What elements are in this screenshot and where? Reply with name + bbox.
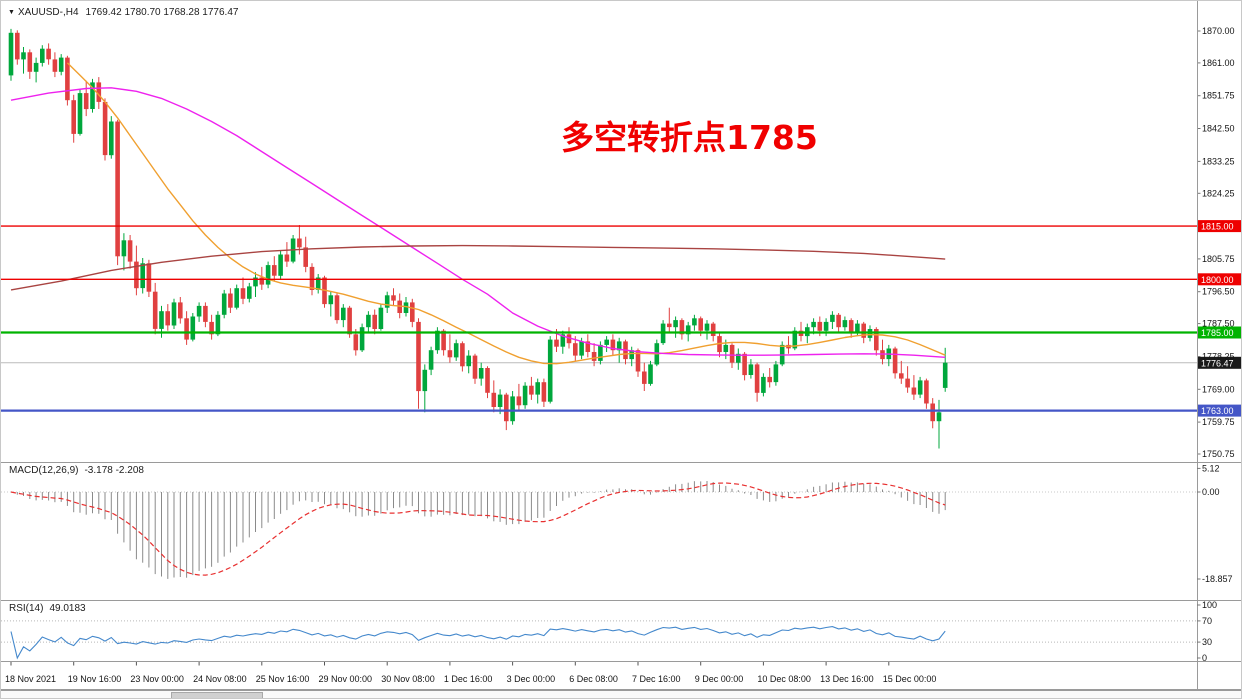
svg-text:13 Dec 16:00: 13 Dec 16:00 [820,674,874,684]
svg-text:1824.25: 1824.25 [1202,188,1235,198]
svg-text:1833.25: 1833.25 [1202,156,1235,166]
price-badge-text: 1800.00 [1201,275,1234,285]
svg-text:1778.25: 1778.25 [1202,352,1235,362]
svg-text:1842.50: 1842.50 [1202,124,1235,134]
collapse-triangle-icon[interactable]: ▼ [8,9,15,16]
price-badge-text: 1776.47 [1201,358,1234,368]
svg-text:6 Dec 08:00: 6 Dec 08:00 [569,674,618,684]
chart-symbol-timeframe: XAUUSD-,H4 [17,7,79,18]
svg-text:19 Nov 16:00: 19 Nov 16:00 [68,674,122,684]
price-badge-1785.00 [1198,326,1241,339]
macd-signal-line [10,482,946,576]
svg-text:70: 70 [1202,616,1212,626]
macd-values: -3.178 -2.208 [84,465,144,476]
svg-text:1861.00: 1861.00 [1202,58,1235,68]
price-axis[interactable]: 1870.00 1861.00 1851.75 1842.50 1833.25 1824.… [1197,26,1235,459]
rsi-line [10,626,946,660]
price-badge-1800.00 [1198,273,1241,286]
svg-text:1 Dec 16:00: 1 Dec 16:00 [444,674,493,684]
svg-text:1796.50: 1796.50 [1202,287,1235,297]
svg-text:1750.75: 1750.75 [1202,449,1235,459]
macd-indicator-label: MACD(12,26,9) -3.178 -2.208 [9,465,150,476]
rsi-indicator-label: RSI(14) 49.0183 [9,603,92,614]
svg-text:1769.00: 1769.00 [1202,384,1235,394]
svg-text:1787.50: 1787.50 [1202,319,1235,329]
svg-text:25 Nov 16:00: 25 Nov 16:00 [256,674,310,684]
svg-text:100: 100 [1202,600,1217,610]
svg-text:1759.75: 1759.75 [1202,417,1235,427]
svg-text:30 Nov 08:00: 30 Nov 08:00 [381,674,435,684]
svg-text:1805.75: 1805.75 [1202,254,1235,264]
svg-text:15 Dec 00:00: 15 Dec 00:00 [883,674,937,684]
ma-line-slow-darkred [10,244,946,291]
svg-text:29 Nov 00:00: 29 Nov 00:00 [319,674,373,684]
svg-text:1870.00: 1870.00 [1202,26,1235,36]
chart-ohlc-values: 1769.42 1780.70 1768.28 1776.47 [85,7,239,18]
svg-text:5.12: 5.12 [1202,463,1220,473]
chart-title: ▼ XAUUSD-,H4 1769.42 1780.70 1768.28 1776.… [8,7,245,18]
price-badge-1776.47 [1198,356,1241,369]
macd-histogram [16,481,946,579]
chart-annotation: 多空转折点1785 [561,118,818,157]
svg-text:30: 30 [1202,637,1212,647]
rsi-value: 49.0183 [49,603,86,614]
price-badge-1815.00 [1198,220,1241,233]
svg-text:1851.75: 1851.75 [1202,91,1235,101]
price-badge-text: 1815.00 [1201,222,1234,232]
svg-text:0.00: 0.00 [1202,487,1220,497]
candlestick-series[interactable] [8,28,948,449]
svg-text:3 Dec 00:00: 3 Dec 00:00 [507,674,556,684]
svg-text:24 Nov 08:00: 24 Nov 08:00 [193,674,247,684]
scrollbar-thumb[interactable] [171,692,263,698]
horizontal-scrollbar[interactable] [1,690,1241,698]
svg-text:-18.857: -18.857 [1202,574,1233,584]
price-badge-1763.00 [1198,404,1241,417]
time-axis[interactable]: 18 Nov 2021 19 Nov 16:00 23 Nov 00:00 24 No… [5,662,936,684]
svg-text:18 Nov 2021: 18 Nov 2021 [5,674,56,684]
ma-line-mid-magenta [10,87,946,358]
svg-text:10 Dec 08:00: 10 Dec 08:00 [757,674,811,684]
svg-text:7 Dec 16:00: 7 Dec 16:00 [632,674,681,684]
rsi-name: RSI(14) [9,603,44,614]
svg-text:9 Dec 00:00: 9 Dec 00:00 [695,674,744,684]
svg-text:0: 0 [1202,653,1207,663]
price-badge-text: 1785.00 [1201,328,1234,338]
svg-text:23 Nov 00:00: 23 Nov 00:00 [130,674,184,684]
price-badge-text: 1763.00 [1201,406,1234,416]
ma-line-fast-orange [66,62,946,365]
macd-name: MACD(12,26,9) [9,465,79,476]
